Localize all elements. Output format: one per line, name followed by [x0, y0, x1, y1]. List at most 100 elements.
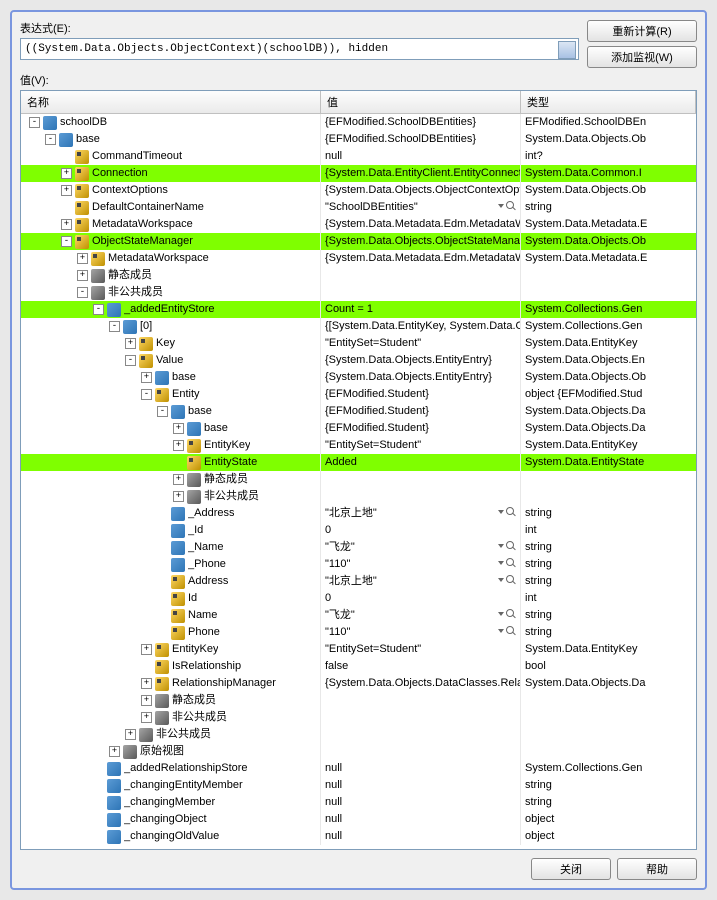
field-icon: [107, 303, 121, 317]
expander-icon[interactable]: +: [141, 695, 152, 706]
tree-row[interactable]: Address"北京上地"string: [21, 573, 696, 590]
expander-icon[interactable]: -: [93, 304, 104, 315]
row-name: IsRelationship: [172, 658, 241, 675]
expander-icon[interactable]: -: [29, 117, 40, 128]
tree-row[interactable]: +MetadataWorkspace{System.Data.Metadata.…: [21, 250, 696, 267]
tree-row[interactable]: Name"飞龙"string: [21, 607, 696, 624]
tree-row[interactable]: _changingObjectnullobject: [21, 811, 696, 828]
tree-row[interactable]: +base{System.Data.Objects.EntityEntry}Sy…: [21, 369, 696, 386]
field-icon: [171, 541, 185, 555]
tree-row[interactable]: +ContextOptions{System.Data.Objects.Obje…: [21, 182, 696, 199]
prop-icon: [155, 643, 169, 657]
tree-row[interactable]: -Value{System.Data.Objects.EntityEntry}S…: [21, 352, 696, 369]
tree-row[interactable]: DefaultContainerName"SchoolDBEntities"st…: [21, 199, 696, 216]
magnifier-icon[interactable]: [506, 541, 518, 553]
expander-icon[interactable]: +: [109, 746, 120, 757]
tree-row[interactable]: +Key"EntitySet=Student"System.Data.Entit…: [21, 335, 696, 352]
row-type: string: [521, 539, 696, 556]
expander-icon[interactable]: -: [109, 321, 120, 332]
expander-icon[interactable]: +: [61, 185, 72, 196]
expander-icon[interactable]: +: [77, 253, 88, 264]
tree-row[interactable]: _Id0int: [21, 522, 696, 539]
tree-row[interactable]: -Entity{EFModified.Student}object {EFMod…: [21, 386, 696, 403]
expander-icon[interactable]: -: [61, 236, 72, 247]
tree-row[interactable]: +MetadataWorkspace{System.Data.Metadata.…: [21, 216, 696, 233]
tree-row[interactable]: +EntityKey"EntitySet=Student"System.Data…: [21, 437, 696, 454]
tree-row[interactable]: _Phone"110"string: [21, 556, 696, 573]
tree-row[interactable]: -ObjectStateManager{System.Data.Objects.…: [21, 233, 696, 250]
tree-row[interactable]: _addedRelationshipStorenullSystem.Collec…: [21, 760, 696, 777]
expander-icon[interactable]: -: [125, 355, 136, 366]
tree-row[interactable]: EntityStateAddedSystem.Data.EntityState: [21, 454, 696, 471]
magnifier-icon[interactable]: [506, 201, 518, 213]
addwatch-button[interactable]: 添加监视(W): [587, 46, 697, 68]
tree-row[interactable]: -非公共成员: [21, 284, 696, 301]
tree-row[interactable]: +静态成员: [21, 471, 696, 488]
tree-row[interactable]: -[0]{[System.Data.EntityKey, System.Data…: [21, 318, 696, 335]
expression-input[interactable]: ((System.Data.Objects.ObjectContext)(sch…: [20, 38, 579, 60]
tree-row[interactable]: +非公共成员: [21, 709, 696, 726]
row-value: {EFModified.SchoolDBEntities}: [321, 131, 521, 148]
tree-row[interactable]: +非公共成员: [21, 488, 696, 505]
row-type: System.Data.Objects.Ob: [521, 233, 696, 250]
tree-row[interactable]: +非公共成员: [21, 726, 696, 743]
tree-row[interactable]: Id0int: [21, 590, 696, 607]
tree-row[interactable]: +静态成员: [21, 267, 696, 284]
tree-row[interactable]: _changingEntityMembernullstring: [21, 777, 696, 794]
magnifier-icon[interactable]: [506, 558, 518, 570]
expander-icon[interactable]: -: [77, 287, 88, 298]
expander-icon[interactable]: +: [125, 729, 136, 740]
expander-icon[interactable]: +: [173, 423, 184, 434]
expander-icon[interactable]: -: [157, 406, 168, 417]
prop-icon: [75, 184, 89, 198]
col-type[interactable]: 类型: [521, 91, 696, 113]
tree-row[interactable]: _Name"飞龙"string: [21, 539, 696, 556]
expander-icon[interactable]: +: [125, 338, 136, 349]
tree-row[interactable]: _changingOldValuenullobject: [21, 828, 696, 845]
tree-row[interactable]: -base{EFModified.SchoolDBEntities}System…: [21, 131, 696, 148]
tree-row[interactable]: -schoolDB{EFModified.SchoolDBEntities}EF…: [21, 114, 696, 131]
col-value[interactable]: 值: [321, 91, 521, 113]
expander-icon[interactable]: +: [61, 219, 72, 230]
tree-row[interactable]: _changingMembernullstring: [21, 794, 696, 811]
magnifier-icon[interactable]: [506, 575, 518, 587]
expander-icon[interactable]: +: [141, 678, 152, 689]
col-name[interactable]: 名称: [21, 91, 321, 113]
magnifier-icon[interactable]: [506, 507, 518, 519]
prop-icon: [155, 677, 169, 691]
recalculate-button[interactable]: 重新计算(R): [587, 20, 697, 42]
tree-row[interactable]: +静态成员: [21, 692, 696, 709]
tree-container[interactable]: 名称 值 类型 -schoolDB{EFModified.SchoolDBEnt…: [20, 90, 697, 850]
help-button[interactable]: 帮助: [617, 858, 697, 880]
row-type: [521, 471, 696, 488]
tree-row[interactable]: +Connection{System.Data.EntityClient.Ent…: [21, 165, 696, 182]
category-icon: [139, 728, 153, 742]
close-button[interactable]: 关闭: [531, 858, 611, 880]
expander-icon[interactable]: -: [45, 134, 56, 145]
magnifier-icon[interactable]: [506, 626, 518, 638]
tree-row[interactable]: +原始视图: [21, 743, 696, 760]
tree-row[interactable]: -base{EFModified.Student}System.Data.Obj…: [21, 403, 696, 420]
expander-icon[interactable]: +: [141, 372, 152, 383]
expander-icon[interactable]: +: [173, 474, 184, 485]
tree-row[interactable]: +EntityKey"EntitySet=Student"System.Data…: [21, 641, 696, 658]
tree-row[interactable]: _Address"北京上地"string: [21, 505, 696, 522]
row-value: "飞龙": [321, 607, 521, 624]
row-name: base: [188, 403, 212, 420]
expander-icon[interactable]: +: [141, 644, 152, 655]
tree-row[interactable]: -_addedEntityStoreCount = 1System.Collec…: [21, 301, 696, 318]
expander-icon[interactable]: +: [61, 168, 72, 179]
expander-icon[interactable]: +: [173, 440, 184, 451]
row-type: System.Data.Objects.Da: [521, 420, 696, 437]
magnifier-icon[interactable]: [506, 609, 518, 621]
tree-row[interactable]: CommandTimeoutnullint?: [21, 148, 696, 165]
prop-icon: [139, 354, 153, 368]
tree-row[interactable]: +RelationshipManager{System.Data.Objects…: [21, 675, 696, 692]
expander-icon[interactable]: +: [173, 491, 184, 502]
tree-row[interactable]: +base{EFModified.Student}System.Data.Obj…: [21, 420, 696, 437]
expander-icon[interactable]: +: [141, 712, 152, 723]
expander-icon[interactable]: -: [141, 389, 152, 400]
tree-row[interactable]: IsRelationshipfalsebool: [21, 658, 696, 675]
expander-icon[interactable]: +: [77, 270, 88, 281]
tree-row[interactable]: Phone"110"string: [21, 624, 696, 641]
